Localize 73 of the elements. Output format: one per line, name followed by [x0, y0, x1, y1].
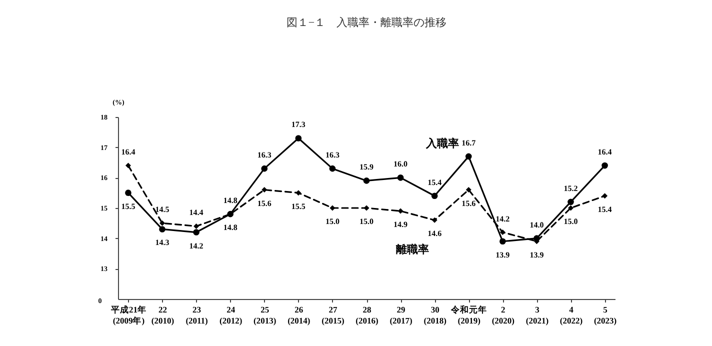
data-label: 15.0 [360, 217, 374, 226]
data-label: 15.0 [325, 217, 340, 226]
point [125, 190, 132, 196]
point [363, 178, 370, 184]
x-tick-label: 4 (2022) [560, 304, 583, 326]
point [364, 205, 370, 211]
point [159, 226, 166, 232]
point [397, 174, 404, 181]
data-label: 14.5 [155, 205, 170, 214]
point [125, 162, 131, 168]
data-label: 14.3 [155, 238, 170, 248]
x-tick-label: 令和元年 (2019) [450, 304, 488, 326]
point [329, 165, 336, 172]
point [295, 135, 302, 142]
point [432, 217, 438, 223]
series-label: 離職率 [395, 243, 430, 256]
x-tick-label: 23 (2011) [186, 304, 208, 326]
series-label: 入職率 [425, 136, 460, 150]
point [465, 153, 472, 160]
point [500, 230, 506, 236]
point [602, 162, 608, 169]
data-label: 15.4 [598, 204, 612, 214]
data-label: 14.9 [394, 220, 408, 230]
point [500, 238, 506, 245]
data-label: 14.0 [530, 220, 544, 230]
data-label: 16.0 [394, 160, 408, 169]
data-label: 14.8 [223, 196, 238, 206]
data-label: 15.5 [291, 202, 306, 211]
data-label: 14.4 [189, 208, 204, 218]
point [194, 223, 200, 229]
point [602, 193, 608, 199]
data-label: 17.3 [291, 120, 306, 130]
chart-title: 図１−１ 入職率・離職率の推移 [286, 16, 447, 29]
data-label: 15.6 [462, 198, 476, 208]
data-label: 16.3 [325, 150, 340, 160]
point [296, 190, 302, 196]
data-label: 15.0 [564, 217, 578, 226]
x-tick-label: 24 (2012) [220, 304, 242, 326]
data-label: 15.5 [121, 202, 136, 211]
data-label: 13.9 [530, 250, 544, 260]
x-tick-label: 22 (2010) [151, 304, 174, 326]
x-tick-label: 5 (2023) [594, 304, 617, 326]
x-tick-label: 28 (2016) [356, 304, 378, 326]
data-label: 16.3 [257, 150, 272, 160]
point [193, 229, 200, 236]
x-tick-label: 2 (2020) [492, 304, 515, 326]
data-label: 16.7 [462, 138, 476, 148]
data-label: 16.4 [121, 148, 136, 157]
data-label: 13.9 [496, 250, 510, 260]
point [466, 187, 472, 193]
data-label: 15.4 [428, 178, 442, 187]
data-label: 15.9 [360, 162, 374, 172]
data-label: 16.4 [598, 148, 612, 157]
x-tick-label: 3 (2021) [526, 304, 549, 326]
data-label: 15.6 [257, 198, 272, 208]
point [398, 208, 404, 214]
x-tick-label: 25 (2013) [254, 304, 276, 326]
point [262, 187, 268, 193]
data-label: 14.8 [223, 223, 238, 232]
x-tick-label: 30 (2018) [424, 304, 447, 326]
x-tick-label: 29 (2017) [390, 304, 413, 326]
data-label: 15.2 [564, 184, 578, 193]
data-label: 14.2 [496, 214, 510, 224]
point [431, 192, 438, 200]
point [160, 220, 165, 226]
x-tick-label: 平成21年 (2009年) [110, 304, 146, 326]
x-tick-label: 26 (2014) [288, 304, 310, 326]
point [261, 165, 268, 172]
x-tick-label: 27 (2015) [322, 304, 344, 326]
point [568, 198, 574, 206]
point [330, 205, 336, 211]
data-label: 14.6 [428, 229, 442, 238]
data-label: 14.2 [189, 241, 204, 250]
